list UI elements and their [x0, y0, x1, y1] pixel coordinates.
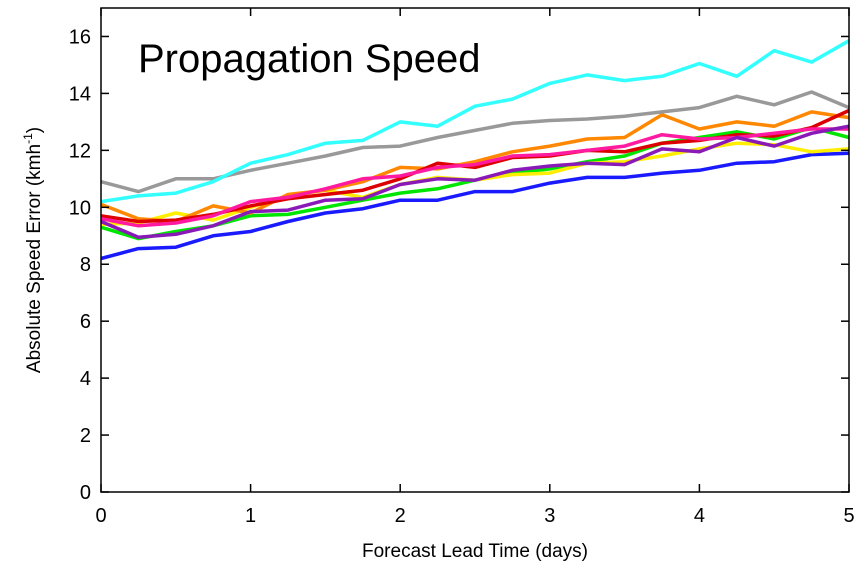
y-axis-title-unit-exponent: -1	[21, 133, 35, 144]
y-tick-label: 12	[69, 140, 91, 162]
x-tick-label: 2	[395, 505, 406, 527]
y-tick-label: 14	[69, 83, 91, 105]
series-line-7	[100, 124, 850, 239]
y-tick-label: 16	[69, 26, 91, 48]
series-line-3	[100, 141, 850, 227]
x-tick-label: 5	[843, 505, 854, 527]
series-line-9	[100, 39, 850, 204]
x-tick-label: 1	[245, 505, 256, 527]
series-layer	[100, 39, 850, 261]
y-tick-label: 0	[80, 482, 91, 504]
y-axis-title-main: Absolute Speed Error (kmh	[24, 144, 45, 373]
x-axis-title: Forecast Lead Time (days)	[362, 541, 588, 562]
y-axis-ticks: 0 2 4 6 8 10 12 14 16	[69, 26, 849, 504]
series-line-4	[100, 110, 850, 224]
y-tick-label: 6	[80, 311, 91, 333]
y-tick-label: 8	[80, 254, 91, 276]
y-axis-title: Absolute Speed Error (kmh-1)	[21, 127, 45, 373]
y-tick-label: 4	[80, 368, 91, 390]
x-tick-label: 4	[694, 505, 705, 527]
x-axis-ticks: 0 1 2 3 4 5	[95, 8, 855, 527]
y-tick-label: 10	[69, 197, 91, 219]
x-tick-label: 3	[544, 505, 555, 527]
plot-frame	[100, 7, 850, 493]
chart-title: Propagation Speed	[138, 37, 481, 81]
series-line-1	[100, 151, 850, 261]
x-tick-label: 0	[95, 505, 106, 527]
series-line-6	[100, 127, 849, 228]
y-tick-label: 2	[80, 425, 91, 447]
y-axis-title-close: )	[24, 127, 45, 133]
